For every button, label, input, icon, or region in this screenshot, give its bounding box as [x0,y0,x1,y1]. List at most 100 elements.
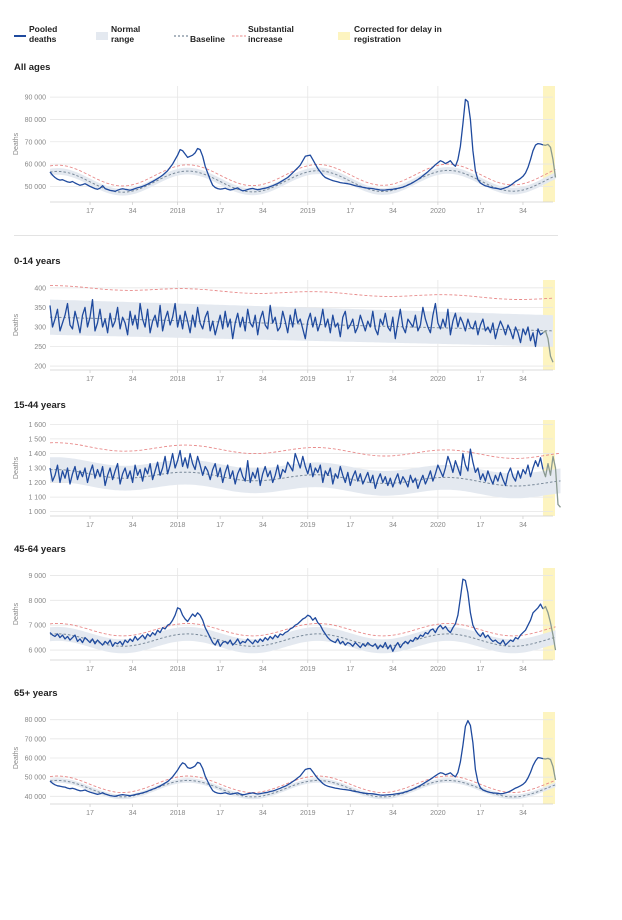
x-tick-label: 2018 [170,208,186,215]
legend-corrected-label: Corrected for delay in registration [354,24,442,44]
baseline-line [50,316,554,332]
y-tick-label: 7 000 [28,623,46,630]
y-axis-label: Deaths [13,456,20,479]
baseline-line [49,169,556,193]
x-tick-label: 17 [216,376,224,383]
panel-title-0-14: 0-14 years [14,256,61,267]
x-tick-label: 17 [477,208,485,215]
x-tick-label: 34 [519,810,527,817]
pooled-deaths-swatch [14,35,26,37]
x-tick-label: 34 [389,522,397,529]
pooled-deaths-line [49,719,544,797]
y-tick-label: 200 [34,364,46,371]
y-tick-label: 40 000 [25,794,47,801]
x-tick-label: 34 [389,208,397,215]
baseline-line [49,633,556,647]
y-tick-label: 1 600 [28,422,46,429]
x-tick-label: 34 [519,376,527,383]
x-tick-label: 17 [86,810,94,817]
legend: Pooled deaths Normal range Baseline Subs… [0,24,622,48]
x-tick-label: 17 [477,810,485,817]
chart-0-14-years: 200 250 300 350 400 17 34 2018 17 34 2019 17 34 2020 1… [13,280,555,383]
x-tick-label: 17 [477,522,485,529]
x-tick-label: 2018 [170,666,186,673]
pooled-deaths-line [49,578,544,652]
x-tick-label: 34 [389,810,397,817]
baseline-line [49,469,561,487]
normal-range-swatch [96,32,108,40]
x-tick-label: 17 [346,376,354,383]
x-tick-label: 2019 [300,666,316,673]
y-tick-label: 70 000 [25,139,47,146]
y-tick-label: 250 [34,344,46,351]
legend-pooled-label: Pooled deaths [29,24,58,44]
x-tick-label: 17 [216,208,224,215]
chart-65-plus-years: 40 000 50 000 60 000 70 000 80 000 17 34 2018 17… [13,712,557,817]
substantial-increase-line [49,442,561,459]
section-divider [14,235,558,236]
y-tick-label: 50 000 [25,184,47,191]
baseline-line [49,779,556,798]
panel-title-65-plus: 65+ years [14,688,58,699]
chart-all-ages: 50 000 60 000 70 000 80 000 90 000 17 34 2018 17… [13,86,557,215]
corrected-pooled-line [542,143,557,178]
x-tick-label: 34 [129,666,137,673]
substantial-increase-line [49,775,556,793]
x-tick-label: 34 [389,666,397,673]
y-tick-label: 1 500 [28,436,46,443]
corrected-pooled-line [542,330,554,363]
x-tick-label: 34 [259,522,267,529]
x-tick-label: 34 [519,208,527,215]
legend-substantial-label: Substantial increase [248,24,294,44]
legend-baseline-label: Baseline [190,34,225,44]
x-tick-label: 34 [259,376,267,383]
pooled-deaths-line [49,448,544,490]
y-axis-label: Deaths [13,313,20,336]
x-tick-label: 17 [346,208,354,215]
x-tick-label: 34 [129,376,137,383]
x-tick-label: 34 [519,666,527,673]
y-tick-label: 1 000 [28,509,46,516]
x-tick-label: 34 [129,810,137,817]
corrected-pooled-line [542,455,561,508]
y-tick-label: 80 000 [25,717,47,724]
x-tick-label: 2018 [170,376,186,383]
x-tick-label: 17 [86,522,94,529]
legend-normal-label: Normal range [111,24,141,44]
x-tick-label: 2018 [170,810,186,817]
normal-range-band [50,626,556,654]
chart-45-64-years: 6 000 7 000 8 000 9 000 17 34 2018 17 34 2019 17 34… [13,568,557,673]
y-tick-label: 6 000 [28,648,46,655]
y-tick-label: 1 300 [28,466,46,473]
corrected-pooled-line [542,605,557,651]
x-tick-label: 17 [346,810,354,817]
x-tick-label: 17 [477,666,485,673]
y-tick-label: 60 000 [25,162,47,169]
y-axis-label: Deaths [13,132,20,155]
x-tick-label: 34 [519,522,527,529]
x-tick-label: 2018 [170,522,186,529]
x-tick-label: 2020 [430,208,446,215]
y-tick-label: 1 100 [28,495,46,502]
y-tick-label: 50 000 [25,775,47,782]
y-tick-label: 1 200 [28,480,46,487]
x-tick-label: 34 [389,376,397,383]
panel-title-45-64: 45-64 years [14,544,66,555]
x-tick-label: 17 [216,666,224,673]
y-tick-label: 80 000 [25,117,47,124]
x-tick-label: 17 [477,376,485,383]
y-tick-label: 350 [34,305,46,312]
y-tick-label: 8 000 [28,598,46,605]
substantial-increase-line [50,285,554,300]
normal-range-band [50,457,561,499]
panel-title-all-ages: All ages [14,62,51,73]
pooled-deaths-line [49,98,544,192]
corrected-swatch [338,32,350,40]
baseline-swatch [174,35,188,37]
x-tick-label: 2019 [300,208,316,215]
y-tick-label: 1 400 [28,451,46,458]
y-tick-label: 400 [34,285,46,292]
panel-title-15-44: 15-44 years [14,400,66,411]
y-axis-label: Deaths [13,746,20,769]
y-tick-label: 60 000 [25,756,47,763]
